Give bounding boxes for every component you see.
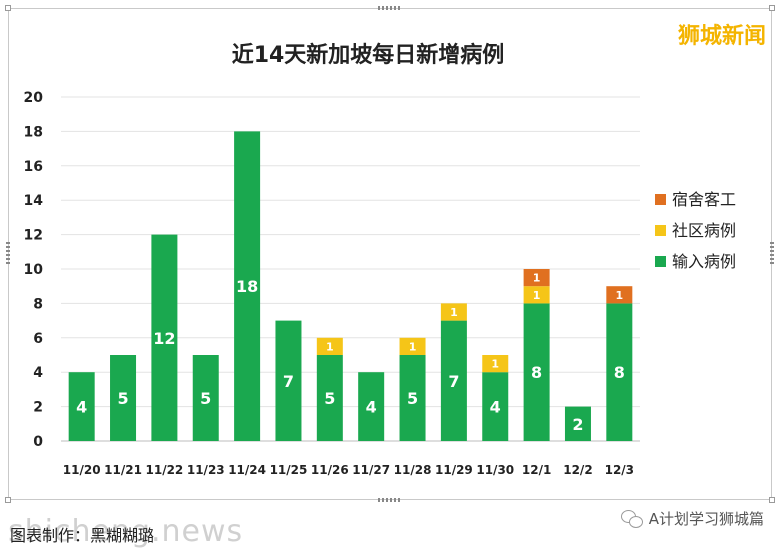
x-tick-label: 11/20 <box>63 463 101 477</box>
resize-handle-right[interactable] <box>770 240 774 264</box>
y-tick-label: 0 <box>33 434 43 450</box>
data-label: 1 <box>491 358 499 371</box>
data-label: 5 <box>324 389 335 408</box>
data-label: 5 <box>200 389 211 408</box>
data-label: 7 <box>283 372 294 391</box>
y-tick-label: 6 <box>33 331 43 347</box>
bar-segment <box>606 286 633 304</box>
wechat-account-name: A计划学习狮城篇 <box>648 510 764 528</box>
data-label: 1 <box>326 340 334 353</box>
data-label: 1 <box>409 340 417 353</box>
y-tick-label: 18 <box>24 124 43 140</box>
y-tick-label: 8 <box>33 296 43 312</box>
legend-swatch <box>655 225 666 236</box>
bar-segment <box>151 234 178 441</box>
y-tick-label: 16 <box>24 159 43 175</box>
data-label: 1 <box>450 306 458 319</box>
resize-handle-top[interactable] <box>378 6 402 10</box>
x-axis: 11/20 11/21 11/22 11/23 11/24 11/25 11/26 11/27… <box>63 463 634 477</box>
bar-segment <box>482 372 509 441</box>
legend-swatch <box>655 256 666 267</box>
bar-segment <box>523 303 550 441</box>
bar-segment <box>316 337 343 355</box>
wechat-account[interactable]: A计划学习狮城篇 <box>620 508 764 529</box>
data-label: 4 <box>76 398 87 417</box>
x-tick-label: 11/30 <box>476 463 514 477</box>
y-tick-label: 2 <box>33 400 43 416</box>
bar-segment <box>234 131 261 441</box>
bar-segment <box>192 355 219 441</box>
bar-segment <box>440 303 467 321</box>
x-tick-label: 11/26 <box>311 463 349 477</box>
x-tick-label: 11/25 <box>270 463 308 477</box>
x-tick-label: 11/22 <box>146 463 184 477</box>
data-label: 1 <box>533 289 541 302</box>
x-tick-label: 11/27 <box>352 463 390 477</box>
bar-segment <box>316 355 343 441</box>
bar-segment <box>523 286 550 304</box>
legend-label: 输入病例 <box>672 252 736 271</box>
bar-segment <box>399 337 426 355</box>
chart-credit: 图表制作：黑糊糊璐 <box>10 526 155 545</box>
data-label: 8 <box>614 363 625 382</box>
x-tick-label: 11/23 <box>187 463 225 477</box>
y-tick-label: 20 <box>24 90 44 106</box>
y-axis: 0 2 4 6 8 10 12 14 16 18 20 <box>24 90 44 450</box>
y-tick-label: 14 <box>24 193 44 209</box>
data-label: 18 <box>236 277 258 296</box>
data-label: 1 <box>615 289 623 302</box>
data-label: 5 <box>407 389 418 408</box>
bar-segment <box>523 269 550 287</box>
x-tick-label: 11/28 <box>394 463 432 477</box>
y-tick-label: 12 <box>24 228 43 244</box>
data-label: 5 <box>117 389 128 408</box>
bar-segment <box>482 355 509 373</box>
x-tick-label: 11/24 <box>228 463 266 477</box>
gridlines <box>61 96 640 442</box>
data-label: 2 <box>572 415 583 434</box>
x-tick-label: 11/29 <box>435 463 473 477</box>
x-tick-label: 11/21 <box>104 463 142 477</box>
bar-segment <box>358 372 385 441</box>
x-tick-label: 12/1 <box>522 463 551 477</box>
wechat-icon <box>620 509 643 528</box>
y-tick-label: 10 <box>24 262 44 278</box>
bar-segment <box>68 372 95 441</box>
data-label: 12 <box>153 329 175 348</box>
bar-segment <box>564 406 591 441</box>
y-tick-label: 4 <box>33 365 43 381</box>
bar-segment <box>110 355 137 441</box>
legend-label: 社区病例 <box>672 221 736 240</box>
bar-segment <box>275 320 302 441</box>
resize-handle-bottom[interactable] <box>378 498 402 502</box>
resize-handle-bottom-left[interactable] <box>5 497 11 503</box>
x-tick-label: 12/2 <box>563 463 592 477</box>
bar-segment <box>399 355 426 441</box>
bar-segment <box>440 320 467 441</box>
chart-title: 近14天新加坡每日新增病例 <box>232 42 505 68</box>
resize-handle-bottom-right[interactable] <box>769 497 775 503</box>
data-label: 4 <box>490 398 501 417</box>
data-label: 4 <box>366 398 377 417</box>
resize-handle-top-right[interactable] <box>769 5 775 11</box>
data-label: 8 <box>531 363 542 382</box>
bar-segment <box>606 303 633 441</box>
legend-label: 宿舍客工 <box>672 190 736 209</box>
resize-handle-left[interactable] <box>6 240 10 264</box>
legend-swatch <box>655 194 666 205</box>
resize-handle-top-left[interactable] <box>5 5 11 11</box>
brand-logo-text: 狮城新闻 <box>677 24 766 49</box>
data-label: 1 <box>533 272 541 285</box>
x-tick-label: 12/3 <box>605 463 634 477</box>
data-label: 7 <box>448 372 459 391</box>
